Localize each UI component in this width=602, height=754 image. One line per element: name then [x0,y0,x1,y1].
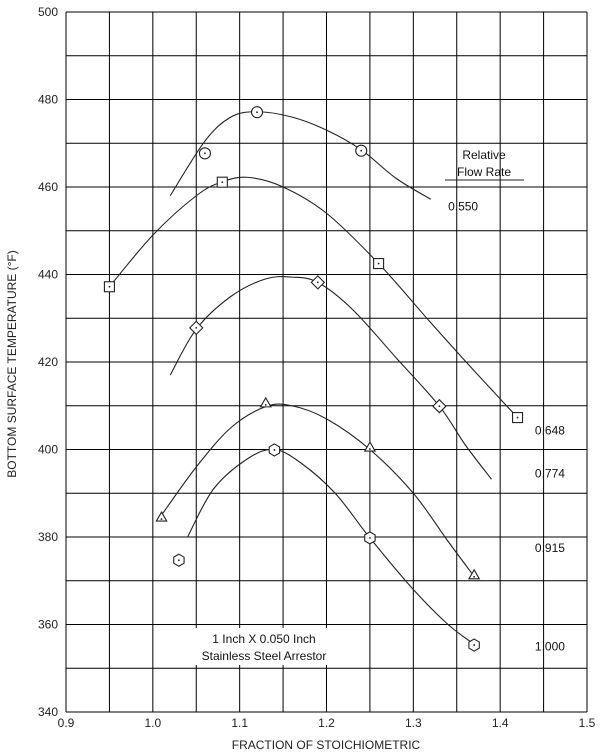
series-1-000-curve [187,448,475,645]
series-0-915-marker [363,440,377,452]
series-0-648-marker-dot [108,285,111,288]
series-0-648-label: 0.648 [535,423,565,437]
markers [103,106,524,652]
series-0-915-marker [155,510,168,522]
series-0-648-marker-dot [377,262,380,265]
series-0-915-marker-dot [264,403,267,406]
series-0-550-marker-dot [360,149,363,152]
series-1-000-marker-dot [177,559,180,562]
legend-title: Relative Flow Rate [445,148,524,181]
x-tick-label: 1.3 [405,716,422,730]
x-tick-label: 1.1 [231,716,248,730]
series-labels: 0.550 0.648 0.774 0.915 1.000 [448,200,565,654]
series-0-915-marker [259,396,272,408]
grid [65,11,588,713]
series-0-915-marker-dot [473,575,476,578]
x-tick-label: 1.5 [579,716,596,730]
x-axis-title: FRACTION OF STOICHIOMETRIC [232,738,421,752]
note-line1: 1 Inch X 0.050 Inch [212,632,315,646]
y-tick-label: 460 [38,180,58,194]
series-0-550-marker-dot [256,111,258,114]
y-axis-title: BOTTOM SURFACE TEMPERATURE (°F) [5,250,19,477]
series-0-648-marker-dot [221,181,224,184]
series-0-915-curve [161,403,475,577]
series-0-774-marker-dot [195,326,198,329]
x-tick-label: 1.4 [492,716,509,730]
series-0-774-label: 0.774 [535,467,565,481]
series-0-550-marker-dot [204,152,206,155]
legend-title-line1: Relative [462,148,506,162]
y-tick-label: 500 [38,5,58,19]
series-1-000-label: 1.000 [535,639,565,653]
y-tick-label: 400 [38,443,58,457]
series-0-774-marker-dot [316,281,319,284]
x-tick-label: 1.2 [318,716,335,730]
y-tick-label: 440 [38,268,58,282]
y-tick-label: 360 [38,618,58,632]
series-1-000-marker-dot [473,644,476,646]
series-0-648-marker-dot [516,416,519,419]
series-0-915-marker [467,568,481,580]
series-0-550-curve [169,111,431,200]
series-0-774-curve [169,276,492,480]
x-tick-label: 1.0 [144,716,161,730]
y-tick-label: 380 [38,530,58,544]
series-1-000-marker-dot [369,536,371,539]
series-1-000-marker-dot [273,449,276,451]
y-tick-label: 420 [38,355,58,369]
series-0-648-curve [108,176,518,418]
note-line2: Stainless Steel Arrestor [202,649,327,663]
series-0-774-marker-dot [438,405,441,408]
series-0-915-label: 0.915 [535,541,565,555]
y-tick-label: 480 [38,93,58,107]
y-tick-label: 340 [38,705,58,719]
series-0-915-marker-dot [369,448,371,450]
series-0-915-marker-dot [160,518,163,520]
series-0-550-label: 0.550 [448,200,478,214]
x-tick-label: 0.9 [58,716,75,730]
note-background [188,628,344,665]
legend-title-line2: Flow Rate [457,165,511,179]
tick-labels: 0.9 1.0 1.1 1.2 1.3 1.4 1.5 340 360 380 400 420 440 4… [38,5,596,730]
